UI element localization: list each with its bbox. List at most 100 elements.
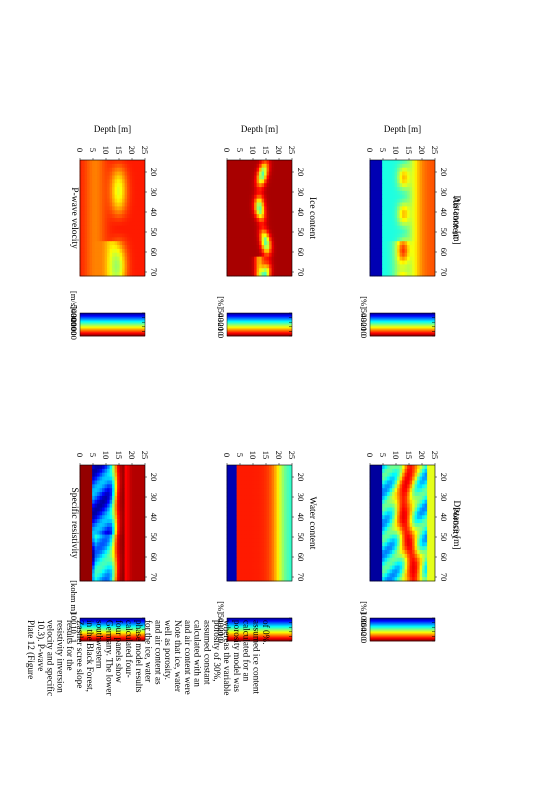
heatmap-cell [267,214,270,218]
heatmap-cell [417,218,420,222]
heatmap-cell [125,241,128,245]
heatmap-cell [125,511,128,515]
heatmap-cell [127,172,130,176]
heatmap-cell [267,257,270,261]
heatmap-cell [107,538,110,542]
heatmap-cell [380,264,383,268]
heatmap-cell [252,488,255,492]
heatmap-cell [410,542,413,546]
heatmap-cell [415,523,418,527]
heatmap-cell [284,245,287,249]
heatmap-cell [415,515,418,519]
heatmap-cell [264,160,267,164]
heatmap-cell [135,473,138,477]
heatmap-cell [95,558,98,562]
heatmap-cell [425,187,428,191]
heatmap-cell [117,218,120,222]
heatmap-cell [115,253,118,257]
heatmap-cell [375,542,378,546]
heatmap-cell [397,172,400,176]
heatmap-cell [282,523,285,527]
heatmap-cell [122,515,125,519]
heatmap-cell [132,558,135,562]
heatmap-cell [142,222,145,226]
heatmap-cell [412,214,415,218]
heatmap-cell [140,531,143,535]
heatmap-cell [244,257,247,261]
heatmap-cell [82,264,85,268]
heatmap-cell [229,261,232,265]
heatmap-cell [87,187,90,191]
heatmap-cell [120,519,123,523]
heatmap-cell [82,492,85,496]
heatmap-cell [100,562,103,566]
heatmap-cell [137,160,140,164]
heatmap-cell [234,562,237,566]
heatmap-cell [410,257,413,261]
heatmap-cell [415,519,418,523]
heatmap-cell [95,210,98,214]
heatmap-cell [115,214,118,218]
heatmap-cell [397,550,400,554]
heatmap-cell [92,179,95,183]
heatmap-cell [417,527,420,531]
heatmap-cell [100,214,103,218]
heatmap-cell [115,500,118,504]
heatmap-cell [279,484,282,488]
heatmap-cell [412,175,415,179]
heatmap-cell [385,484,388,488]
heatmap-cell [259,268,262,272]
heatmap-cell [105,226,108,230]
heatmap-cell [397,249,400,253]
heatmap-cell [287,484,290,488]
heatmap-cell [372,172,375,176]
heatmap-cell [432,249,435,253]
heatmap-cell [117,214,120,218]
heatmap-cell [85,535,88,539]
heatmap-cell [372,241,375,245]
heatmap-cell [92,569,95,573]
heatmap-cell [405,488,408,492]
heatmap-cell [380,477,383,481]
heatmap-cell [254,488,257,492]
heatmap-cell [87,160,90,164]
heatmap-cell [282,206,285,210]
heatmap-cell [377,492,380,496]
heatmap-cell [132,566,135,570]
heatmap-cell [135,172,138,176]
heatmap-cell [407,496,410,500]
heatmap-cell [430,558,433,562]
heatmap-cell [257,249,260,253]
heatmap-cell [269,257,272,261]
heatmap-cell [262,199,265,203]
heatmap-cell [407,179,410,183]
heatmap-cell [422,554,425,558]
heatmap-cell [289,566,292,570]
heatmap-cell [390,473,393,477]
heatmap-cell [402,500,405,504]
heatmap-cell [395,199,398,203]
heatmap-cell [277,183,280,187]
heatmap-cell [85,214,88,218]
heatmap-cell [377,206,380,210]
heatmap-cell [259,473,262,477]
heatmap-cell [82,164,85,168]
heatmap-cell [385,168,388,172]
heatmap-cell [425,538,428,542]
heatmap-cell [387,233,390,237]
heatmap-cell [279,191,282,195]
heatmap-cell [262,473,265,477]
heatmap-cell [430,203,433,207]
heatmap-cell [402,245,405,249]
heatmap-cell [87,199,90,203]
heatmap-cell [287,535,290,539]
heatmap-cell [380,249,383,253]
heatmap-cell [427,500,430,504]
heatmap-cell [412,554,415,558]
heatmap-cell [395,191,398,195]
heatmap-cell [400,268,403,272]
heatmap-cell [274,515,277,519]
heatmap-cell [85,562,88,566]
heatmap-cell [120,473,123,477]
heatmap-cell [100,500,103,504]
